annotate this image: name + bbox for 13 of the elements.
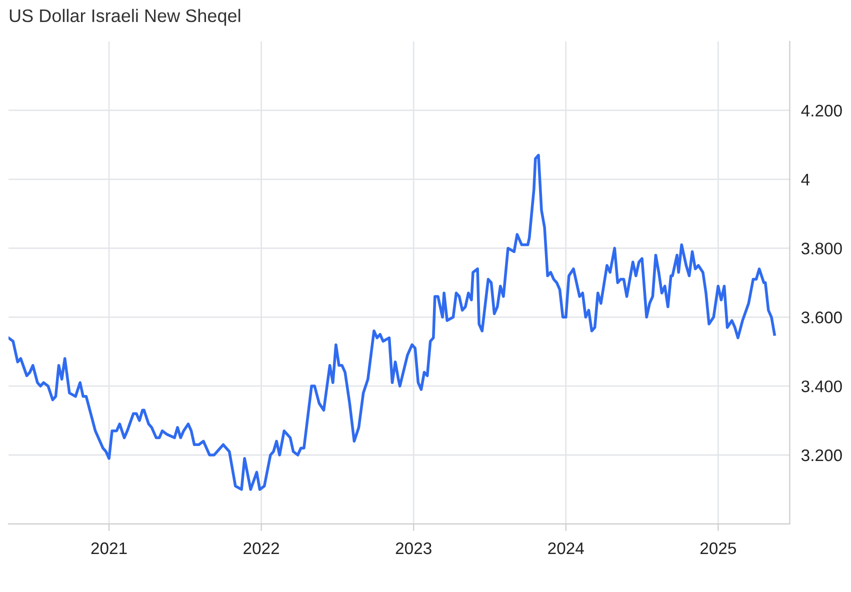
x-tick-label: 2023 xyxy=(396,542,432,554)
y-tick-label: 3.800 xyxy=(801,242,842,254)
y-tick-label: 3.200 xyxy=(801,449,842,462)
y-tick-label: 3.400 xyxy=(801,380,842,392)
y-tick-label: 4 xyxy=(801,174,810,186)
x-tick-label: 2024 xyxy=(548,542,584,554)
x-tick-label: 2025 xyxy=(700,542,736,554)
x-tick-label: 2021 xyxy=(91,542,127,554)
chart-title: US Dollar Israeli New Sheqel xyxy=(10,8,240,26)
y-tick-label: 3.600 xyxy=(801,312,842,324)
y-tick-label: 4.200 xyxy=(801,104,842,117)
x-tick-label: 2022 xyxy=(244,542,280,554)
line-series xyxy=(8,154,776,491)
